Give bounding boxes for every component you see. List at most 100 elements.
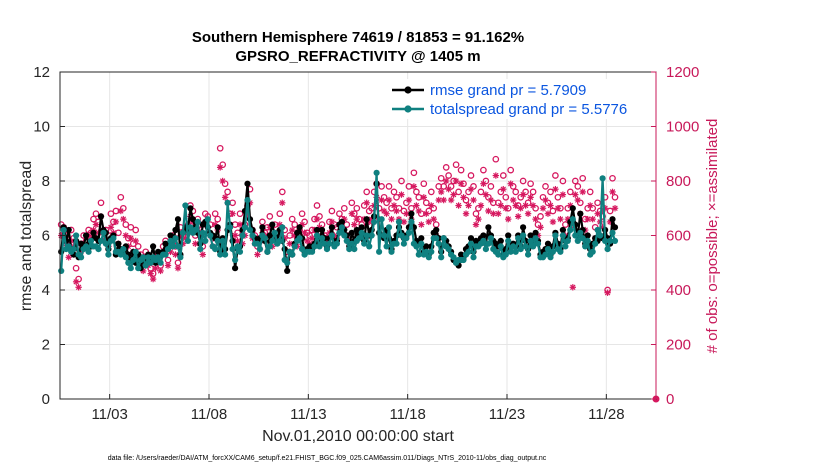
totalspread-point xyxy=(217,251,224,258)
possible-obs-point xyxy=(375,204,383,212)
totalspread-point xyxy=(530,243,537,250)
y-axis-label-right: # of obs: o=possible; ×=assimilated xyxy=(704,119,721,354)
assimilated-obs-point xyxy=(495,210,502,217)
totalspread-point xyxy=(572,232,579,239)
possible-obs-point xyxy=(328,207,336,215)
totalspread-point xyxy=(311,243,318,250)
possible-obs-point xyxy=(266,213,274,220)
assimilated-obs-point xyxy=(92,221,100,228)
possible-obs-point xyxy=(393,193,400,201)
assimilated-obs-point xyxy=(65,254,72,261)
totalspread-point xyxy=(232,256,239,264)
assimilated-obs-point xyxy=(572,191,579,198)
assimilated-obs-point xyxy=(378,196,385,204)
assimilated-obs-point xyxy=(440,196,447,204)
assimilated-obs-point xyxy=(437,188,445,196)
totalspread-point xyxy=(547,254,554,261)
totalspread-point xyxy=(381,232,388,239)
assimilated-obs-point xyxy=(465,202,472,209)
assimilated-obs-point xyxy=(390,202,398,209)
assimilated-obs-point xyxy=(485,207,492,215)
assimilated-obs-point xyxy=(589,215,596,223)
totalspread-point xyxy=(239,232,246,239)
assimilated-obs-point xyxy=(502,205,509,212)
totalspread-point xyxy=(594,226,601,234)
totalspread-point xyxy=(609,229,616,236)
totalspread-point xyxy=(172,235,179,242)
assimilated-obs-point xyxy=(308,235,316,242)
y-tick-label-right: 0 xyxy=(666,391,674,408)
totalspread-point xyxy=(102,240,109,247)
totalspread-point xyxy=(562,243,569,250)
assimilated-obs-point xyxy=(286,240,293,247)
assimilated-obs-point xyxy=(231,232,239,239)
totalspread-point xyxy=(182,202,189,209)
rmse-point xyxy=(527,232,534,239)
assimilated-obs-point xyxy=(467,185,475,193)
totalspread-point xyxy=(130,256,137,264)
totalspread-point xyxy=(125,259,132,266)
assimilated-obs-point xyxy=(348,210,355,217)
totalspread-point xyxy=(351,246,358,253)
assimilated-obs-point xyxy=(388,215,395,223)
assimilated-obs-point xyxy=(442,177,450,185)
totalspread-point xyxy=(383,243,390,250)
totalspread-point xyxy=(495,251,502,258)
totalspread-point xyxy=(95,246,102,253)
y-tick-label-left: 4 xyxy=(42,282,50,299)
rmse-point xyxy=(174,216,182,223)
y-tick-label-left: 6 xyxy=(42,228,50,245)
totalspread-point xyxy=(423,248,430,255)
rmse-point xyxy=(577,210,584,217)
totalspread-point xyxy=(482,246,489,253)
assimilated-obs-point xyxy=(117,207,125,215)
x-tick-label: 11/03 xyxy=(91,406,127,423)
possible-obs-point xyxy=(519,177,527,185)
assimilated-obs-point xyxy=(174,265,182,272)
y-tick-label-right: 1000 xyxy=(666,119,699,136)
totalspread-point xyxy=(520,232,527,239)
totalspread-point xyxy=(517,246,524,253)
totalspread-point xyxy=(356,235,363,242)
totalspread-point xyxy=(460,256,467,264)
rmse-point xyxy=(187,205,194,212)
totalspread-point xyxy=(249,232,256,239)
totalspread-point xyxy=(395,218,403,225)
totalspread-point xyxy=(445,246,452,253)
rmse-point xyxy=(65,226,72,234)
assimilated-obs-point xyxy=(594,210,601,217)
possible-obs-point xyxy=(363,188,371,196)
rmse-point xyxy=(294,229,301,236)
assimilated-obs-point xyxy=(532,215,539,223)
totalspread-point xyxy=(127,265,134,272)
totalspread-point xyxy=(358,229,365,236)
totalspread-point xyxy=(428,248,435,255)
assimilated-obs-point xyxy=(524,210,532,217)
possible-obs-point xyxy=(559,177,567,185)
assimilated-obs-point xyxy=(288,226,296,234)
possible-obs-point xyxy=(487,183,495,190)
assimilated-obs-point xyxy=(512,202,519,209)
totalspread-point xyxy=(266,243,273,250)
totalspread-point xyxy=(440,235,447,242)
totalspread-point xyxy=(512,248,519,255)
legend: rmse grand pr = 5.7909 totalspread grand… xyxy=(388,79,652,119)
assimilated-obs-point xyxy=(447,196,455,204)
totalspread-point xyxy=(296,235,303,242)
totalspread-point xyxy=(212,246,219,253)
possible-obs-point xyxy=(566,188,574,196)
rmse-point xyxy=(532,229,539,236)
possible-obs-point xyxy=(90,215,97,223)
totalspread-point xyxy=(338,224,345,231)
possible-obs-point xyxy=(298,210,306,218)
totalspread-point xyxy=(145,254,152,261)
assimilated-obs-point xyxy=(529,202,537,209)
possible-obs-point xyxy=(445,172,452,179)
possible-obs-point xyxy=(97,199,105,207)
possible-obs-point xyxy=(117,193,125,201)
y-tick-label-right: 600 xyxy=(666,228,691,245)
assimilated-obs-point xyxy=(351,221,358,228)
totalspread-point xyxy=(532,235,539,242)
chart-title-line2: GPSRO_REFRACTIVITY @ 1405 m xyxy=(235,48,480,65)
